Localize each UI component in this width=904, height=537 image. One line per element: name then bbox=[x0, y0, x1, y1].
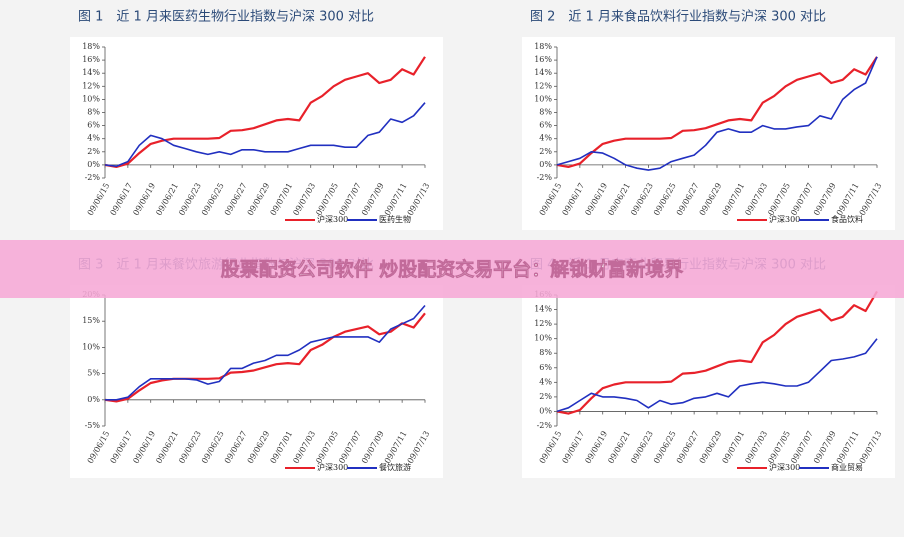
series-line bbox=[556, 56, 878, 171]
y-tick-label: 5% bbox=[87, 369, 100, 378]
plot-frame bbox=[522, 285, 895, 478]
y-tick-label: 4% bbox=[539, 134, 552, 143]
y-tick-label: -5% bbox=[85, 421, 101, 430]
y-tick-label: 0% bbox=[87, 395, 100, 404]
y-tick-label: 12% bbox=[534, 319, 552, 328]
legend-label: 食品饮料 bbox=[831, 214, 863, 224]
plot-frame bbox=[522, 37, 895, 230]
chart-panel: 图 4 近 1 月来商业贸易行业指数与沪深 300 对比-2%0%2%4%6%8… bbox=[522, 257, 895, 478]
y-tick-label: 6% bbox=[87, 121, 100, 130]
y-tick-label: 14% bbox=[534, 68, 552, 77]
series-line bbox=[104, 312, 426, 403]
chart-panel: 图 1 近 1 月来医药生物行业指数与沪深 300 对比 -2% 0% 2% 4% 6% 8… bbox=[70, 9, 443, 230]
legend-label: 沪深300 bbox=[769, 462, 800, 472]
series-line bbox=[556, 56, 878, 168]
y-tick-label: 10% bbox=[82, 94, 100, 103]
y-tick-label: 0% bbox=[539, 160, 552, 169]
banner-text: 股票配资公司软件 炒股配资交易平台：解锁财富新境界 bbox=[221, 258, 684, 281]
y-tick-label: 4% bbox=[87, 134, 100, 143]
y-tick-label: 8% bbox=[539, 108, 552, 117]
legend-label: 医药生物 bbox=[379, 214, 411, 224]
y-tick-label: -2% bbox=[537, 173, 553, 182]
y-tick-label: 0% bbox=[539, 406, 552, 415]
y-tick-label: 6% bbox=[539, 363, 552, 372]
plot-frame bbox=[70, 285, 443, 478]
y-tick-label: 15% bbox=[82, 316, 100, 325]
chart-panel: 图 2 近 1 月来食品饮料行业指数与沪深 300 对比 -2% 0% 2% 4% 6% 8… bbox=[522, 9, 895, 230]
y-tick-label: -2% bbox=[85, 173, 101, 182]
y-tick-label: 12% bbox=[534, 81, 552, 90]
y-tick-label: 12% bbox=[82, 81, 100, 90]
legend-label: 沪深300 bbox=[317, 462, 348, 472]
y-tick-label: 18% bbox=[82, 42, 100, 51]
y-tick-label: 8% bbox=[87, 108, 100, 117]
y-tick-label: 4% bbox=[539, 377, 552, 386]
y-tick-label: 10% bbox=[82, 342, 100, 351]
plot-frame bbox=[70, 37, 443, 230]
legend-label: 沪深300 bbox=[317, 214, 348, 224]
y-tick-label: 14% bbox=[82, 68, 100, 77]
series-line bbox=[104, 102, 426, 167]
chart-title: 图 2 近 1 月来食品饮料行业指数与沪深 300 对比 bbox=[530, 9, 826, 25]
y-tick-label: 2% bbox=[539, 392, 552, 401]
y-tick-label: 2% bbox=[539, 147, 552, 156]
y-tick-label: 16% bbox=[534, 55, 552, 64]
series-line bbox=[556, 338, 878, 413]
y-tick-label: 10% bbox=[534, 94, 552, 103]
charts: 图 1 近 1 月来医药生物行业指数与沪深 300 对比 -2% 0% 2% 4% 6% 8… bbox=[70, 9, 895, 478]
banner bbox=[0, 240, 904, 298]
chart-title: 图 1 近 1 月来医药生物行业指数与沪深 300 对比 bbox=[78, 9, 374, 25]
y-tick-label: 16% bbox=[82, 55, 100, 64]
y-tick-label: 2% bbox=[87, 147, 100, 156]
y-tick-label: 18% bbox=[534, 42, 552, 51]
series-line bbox=[105, 304, 426, 401]
y-tick-label: -2% bbox=[537, 421, 553, 430]
legend-label: 沪深300 bbox=[769, 214, 800, 224]
y-tick-label: 0% bbox=[87, 160, 100, 169]
y-tick-label: 8% bbox=[539, 348, 552, 357]
series-line bbox=[104, 56, 426, 168]
y-tick-label: 6% bbox=[539, 121, 552, 130]
y-tick-label: 10% bbox=[534, 334, 552, 343]
legend-label: 商业贸易 bbox=[831, 462, 863, 472]
legend-label: 餐饮旅游 bbox=[379, 462, 411, 472]
series-line bbox=[556, 290, 878, 415]
y-tick-label: 14% bbox=[534, 305, 552, 314]
